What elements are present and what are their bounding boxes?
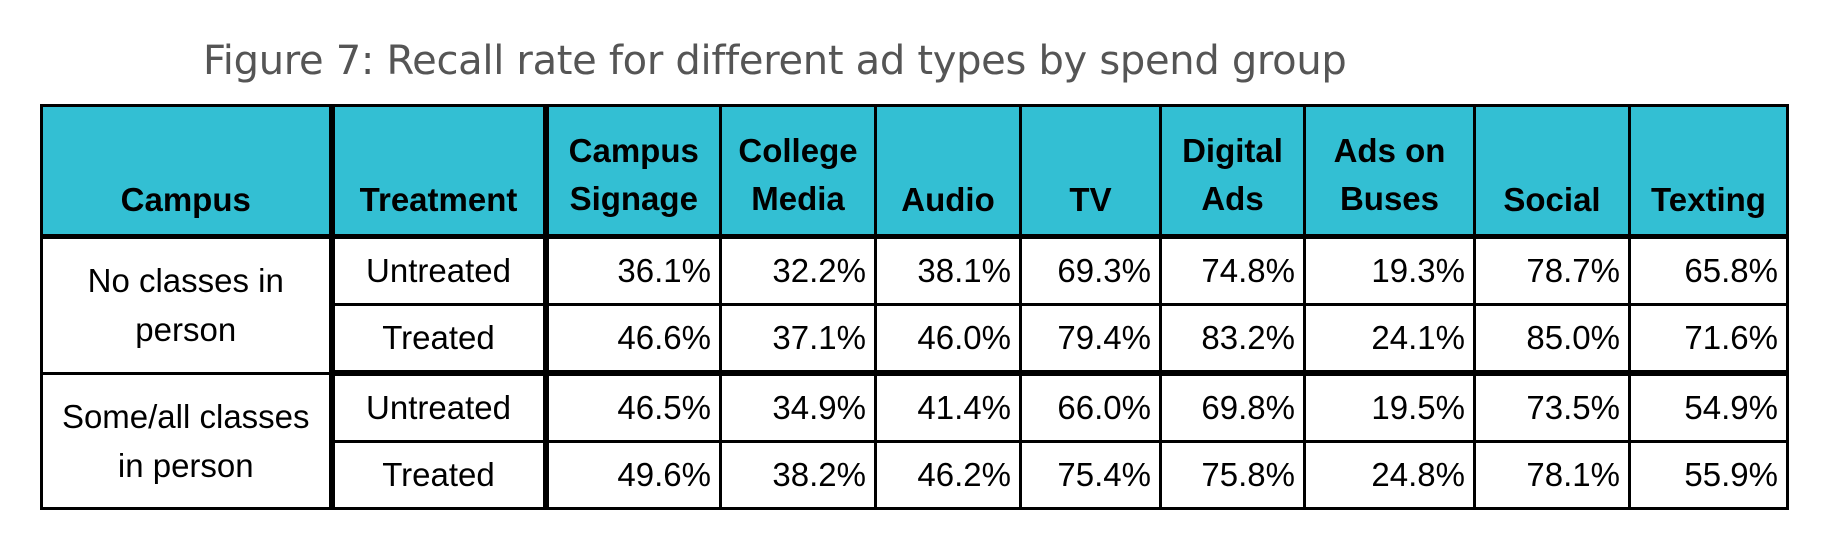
column-header: Treatment (330, 104, 549, 239)
column-header-line1 (339, 128, 539, 176)
value-cell: 32.2% (719, 235, 877, 306)
column-header: Audio (874, 104, 1022, 239)
value-cell: 24.1% (1303, 303, 1476, 376)
value-cell: 38.2% (719, 440, 877, 510)
value-cell: 85.0% (1473, 303, 1631, 376)
column-header-line1: College (738, 131, 858, 169)
column-header-line1 (1480, 128, 1624, 176)
table-row: Treated 46.6% 37.1% 46.0% 79.4% 83.2% 24… (42, 303, 1789, 376)
value-cell: 66.0% (1019, 371, 1162, 443)
treatment-cell: Untreated (330, 235, 549, 306)
value-cell: 46.0% (874, 303, 1022, 376)
column-header-line2: Signage (569, 179, 698, 217)
column-header-line2: Texting (1651, 181, 1766, 218)
value-cell: 71.6% (1628, 303, 1789, 376)
column-header-line1 (881, 128, 1015, 176)
value-cell: 46.2% (874, 440, 1022, 510)
recall-rate-table: Campus Treatment Campus Signage College … (40, 104, 1789, 510)
value-cell: 69.8% (1159, 371, 1306, 443)
column-header-line2: Buses (1339, 179, 1440, 217)
column-header: Social (1473, 104, 1631, 239)
value-cell: 46.6% (544, 303, 722, 376)
figure-caption: Figure 7: Recall rate for different ad t… (203, 38, 1347, 84)
value-cell: 38.1% (874, 235, 1022, 306)
column-header: TV (1019, 104, 1162, 239)
column-header-line2: Treatment (359, 181, 518, 218)
column-header-line1 (47, 128, 325, 176)
value-cell: 36.1% (544, 235, 722, 306)
treatment-cell: Treated (330, 440, 549, 510)
column-header: Campus (40, 104, 335, 239)
column-header: Ads on Buses (1303, 104, 1476, 239)
column-header-line1 (1026, 128, 1155, 176)
value-cell: 78.7% (1473, 235, 1631, 306)
value-cell: 19.3% (1303, 235, 1476, 306)
value-cell: 54.9% (1628, 371, 1789, 443)
value-cell: 46.5% (544, 371, 722, 443)
value-cell: 41.4% (874, 371, 1022, 443)
treatment-cell: Treated (330, 303, 549, 376)
value-cell: 37.1% (719, 303, 877, 376)
column-header-line2: Audio (901, 181, 995, 218)
campus-label-line1: No classes in (87, 262, 284, 300)
value-cell: 65.8% (1628, 235, 1789, 306)
column-header: Texting (1628, 104, 1789, 239)
value-cell: 73.5% (1473, 371, 1631, 443)
value-cell: 78.1% (1473, 440, 1631, 510)
column-header-line1: Ads on (1333, 131, 1446, 169)
campus-label-line2: person (135, 311, 237, 349)
table-row: Treated 49.6% 38.2% 46.2% 75.4% 75.8% 24… (42, 440, 1789, 510)
value-cell: 79.4% (1019, 303, 1162, 376)
value-cell: 74.8% (1159, 235, 1306, 306)
value-cell: 34.9% (719, 371, 877, 443)
value-cell: 24.8% (1303, 440, 1476, 510)
column-header-line2: TV (1069, 181, 1112, 218)
column-header-line1: Campus (568, 131, 699, 169)
campus-label-line2: in person (117, 446, 254, 484)
column-header-line1 (1635, 128, 1782, 176)
campus-label-line1: Some/all classes (61, 397, 310, 435)
value-cell: 83.2% (1159, 303, 1306, 376)
campus-cell: Some/all classes in person (40, 371, 335, 510)
table-row: No classes in person Untreated 36.1% 32.… (40, 235, 1789, 375)
value-cell: 69.3% (1019, 235, 1162, 306)
value-cell: 75.4% (1019, 440, 1162, 510)
column-header: Campus Signage (544, 104, 722, 239)
table-row: Some/all classes in person Untreated 46.… (40, 371, 1789, 510)
column-header-line2: Social (1503, 181, 1601, 218)
column-header-line2: Campus (120, 181, 251, 218)
column-header: Digital Ads (1159, 104, 1306, 239)
value-cell: 75.8% (1159, 440, 1306, 510)
value-cell: 49.6% (544, 440, 722, 510)
treatment-cell: Untreated (330, 371, 549, 443)
value-cell: 19.5% (1303, 371, 1476, 443)
column-header-line2: Ads (1201, 179, 1264, 217)
column-header: College Media (719, 104, 877, 239)
column-header-line1: Digital (1182, 131, 1283, 169)
column-header-line2: Media (751, 179, 845, 217)
campus-cell: No classes in person (40, 235, 335, 375)
value-cell: 55.9% (1628, 440, 1789, 510)
header-row: Campus Treatment Campus Signage College … (40, 104, 1789, 239)
